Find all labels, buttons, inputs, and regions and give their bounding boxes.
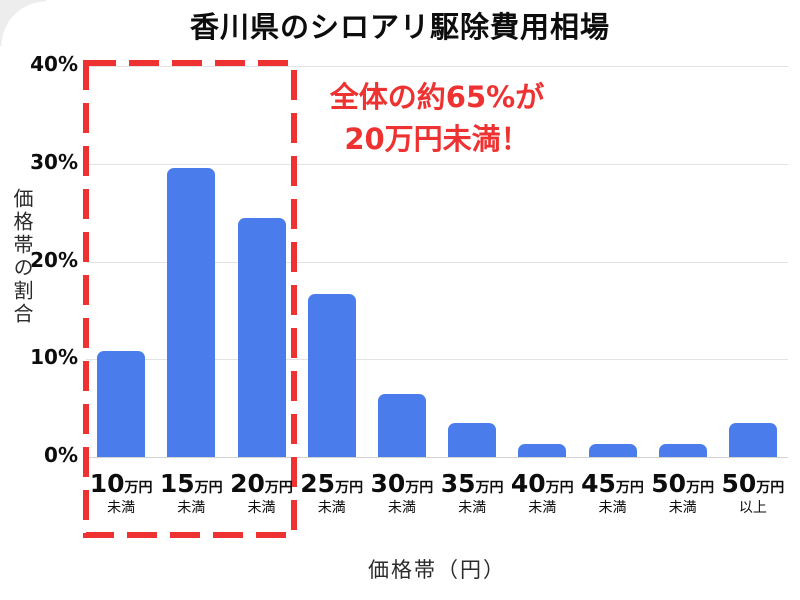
annotation-callout: 全体の約65%が 20万円未満！ xyxy=(296,76,578,160)
x-tick-number: 30 xyxy=(370,469,406,498)
card-corner-artifact xyxy=(0,0,46,46)
y-tick-label: 0% xyxy=(44,443,78,467)
bar-30万円未満 xyxy=(377,394,426,457)
x-tick-qualifier: 以上 xyxy=(738,499,767,516)
x-tick-unit: 万円 xyxy=(615,480,644,496)
x-tick-label: 50万円以上 xyxy=(718,470,788,516)
annotation-line2: 20万円未満！ xyxy=(344,122,530,157)
y-tick-label: 10% xyxy=(30,345,78,370)
x-tick-unit: 万円 xyxy=(686,480,715,496)
x-tick-qualifier: 未満 xyxy=(177,499,206,516)
bar-45万円未満 xyxy=(588,444,637,457)
x-tick-qualifier: 未満 xyxy=(668,499,697,516)
x-tick-number: 25 xyxy=(300,469,336,498)
y-axis-title: 価格帯の割合 xyxy=(10,188,34,326)
x-tick-label: 30万円未満 xyxy=(367,470,437,516)
x-axis-baseline xyxy=(86,457,788,458)
x-tick-unit: 万円 xyxy=(545,480,574,496)
bar-35万円未満 xyxy=(448,422,497,457)
x-tick-unit: 万円 xyxy=(405,480,434,496)
gridline xyxy=(86,359,788,361)
x-tick-label: 15万円未満 xyxy=(156,470,226,516)
x-tick-label: 40万円未満 xyxy=(507,470,577,516)
x-axis-title: 価格帯（円） xyxy=(368,558,506,582)
gridline xyxy=(86,261,788,263)
x-tick-qualifier: 未満 xyxy=(107,499,136,516)
bar-50万円以上 xyxy=(728,422,777,457)
x-tick-qualifier: 未満 xyxy=(528,499,557,516)
x-tick-qualifier: 未満 xyxy=(598,499,627,516)
x-tick-label: 35万円未満 xyxy=(437,470,507,516)
x-tick-number: 15 xyxy=(159,469,195,498)
x-tick-qualifier: 未満 xyxy=(317,499,346,516)
x-tick-number: 40 xyxy=(510,469,546,498)
gridline xyxy=(86,66,788,67)
x-tick-label: 10万円未満 xyxy=(86,470,156,516)
x-tick-unit: 万円 xyxy=(475,480,504,496)
x-tick-label: 50万円未満 xyxy=(648,470,718,516)
bar-15万円未満 xyxy=(167,167,216,457)
annotation-line1: 全体の約65%が xyxy=(329,80,545,114)
y-tick-label: 30% xyxy=(30,149,78,174)
x-tick-qualifier: 未満 xyxy=(387,499,416,516)
y-tick-label: 20% xyxy=(30,247,78,272)
x-tick-number: 50 xyxy=(651,469,687,498)
x-tick-qualifier: 未満 xyxy=(458,499,487,516)
x-tick-unit: 万円 xyxy=(756,480,785,496)
x-tick-label: 20万円未満 xyxy=(226,470,296,516)
bar-50万円未満 xyxy=(658,444,707,457)
x-tick-label: 25万円未満 xyxy=(297,470,367,516)
bar-25万円未満 xyxy=(307,293,356,457)
x-tick-number: 20 xyxy=(230,469,265,498)
x-tick-number: 35 xyxy=(440,469,476,498)
chart-title: 香川県のシロアリ駆除費用相場 xyxy=(189,10,610,44)
bar-10万円未満 xyxy=(97,351,146,457)
bar-20万円未満 xyxy=(237,218,286,457)
y-tick-label: 40% xyxy=(30,52,78,76)
x-tick-number: 10 xyxy=(89,469,125,498)
bar-40万円未満 xyxy=(518,444,567,457)
x-tick-number: 45 xyxy=(581,469,616,498)
x-tick-label: 45万円未満 xyxy=(577,470,647,516)
x-tick-unit: 万円 xyxy=(264,480,293,496)
x-tick-qualifier: 未満 xyxy=(247,499,276,516)
gridline xyxy=(86,163,788,165)
x-tick-unit: 万円 xyxy=(194,480,223,496)
x-tick-unit: 万円 xyxy=(335,480,364,496)
x-tick-unit: 万円 xyxy=(124,480,153,496)
x-tick-number: 50 xyxy=(721,469,757,498)
